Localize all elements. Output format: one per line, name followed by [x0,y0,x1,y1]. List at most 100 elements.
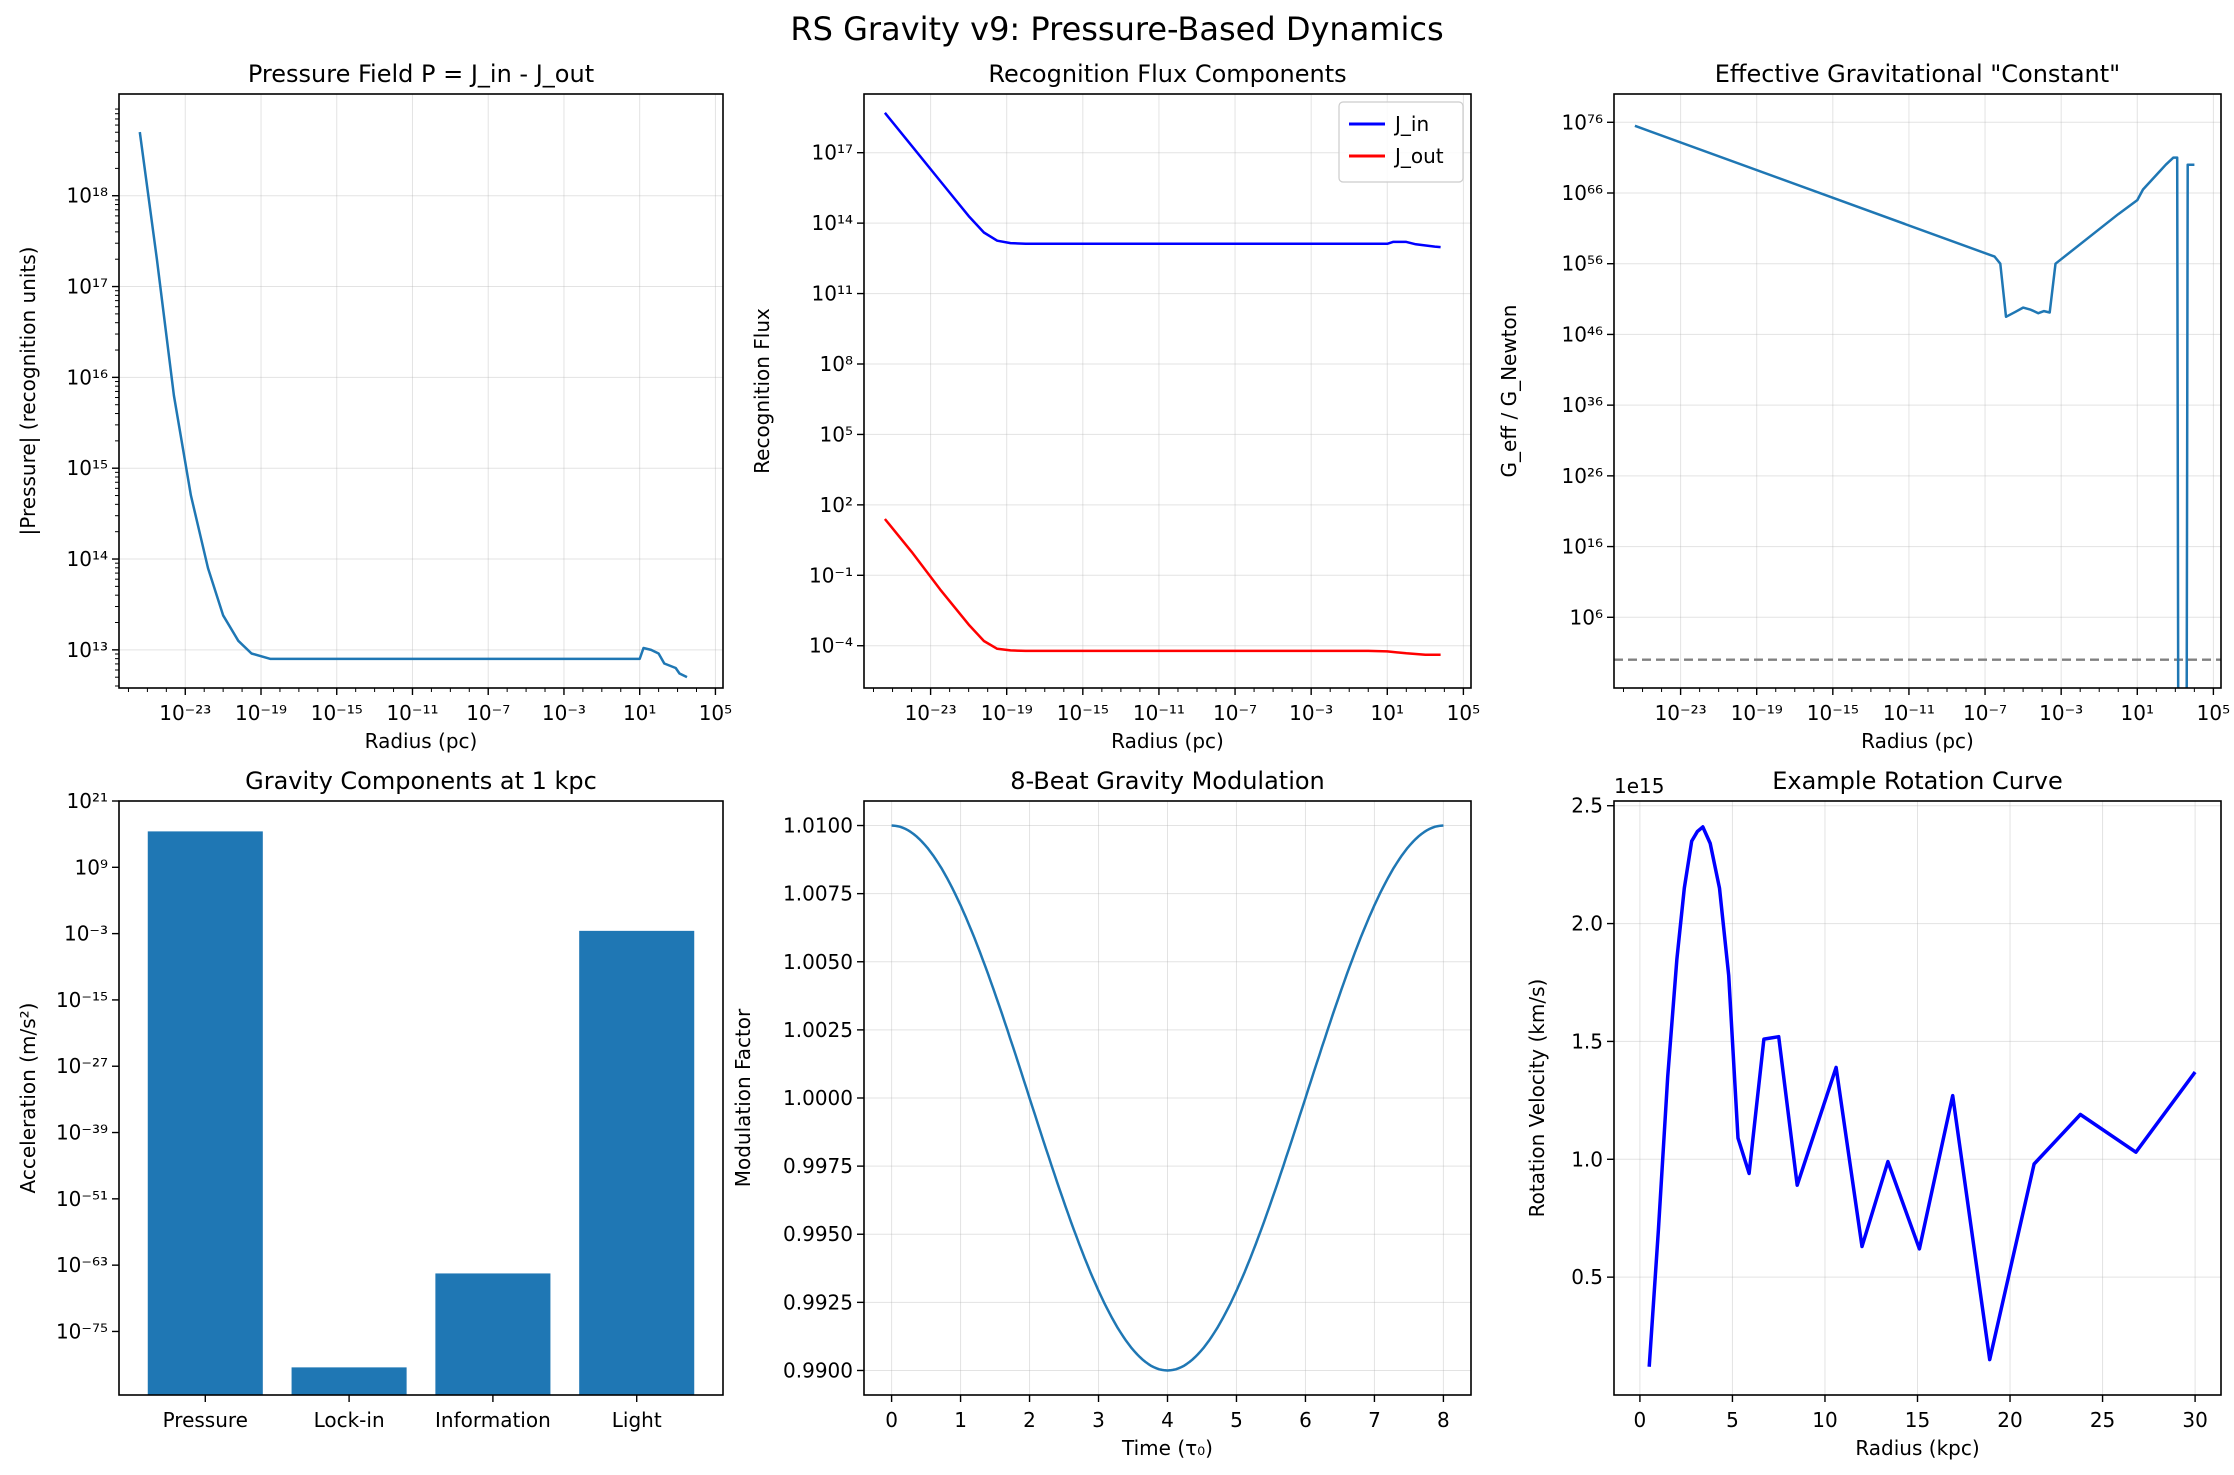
y-tick-label: 10¹¹ [812,282,853,306]
y-tick-label: 0.9925 [783,1290,853,1314]
x-tick-label: 10⁻¹⁹ [235,701,287,725]
y-tick-label: 0.9975 [783,1154,853,1178]
x-tick-label: 10⁻¹⁵ [311,701,363,725]
y-tick-label: 10⁹ [75,855,108,879]
legend-box [1338,101,1464,183]
bar-information [435,1273,551,1395]
y-tick-label: 10¹⁶ [1562,535,1603,559]
chart-flux: 10⁻²³ 10⁻¹⁹ 10⁻¹⁵ 10⁻¹¹ 10⁻⁷ 10⁻³ 10¹ 10⁵ 10⁻⁴ 10… [750,60,1480,753]
y-tick-label: 10⁶ [1570,605,1603,629]
y-tick-label: 1.0025 [783,1018,853,1042]
y-tick-label: 10⁴⁶ [1562,322,1603,346]
x-tick-label: 10⁻¹¹ [386,701,438,725]
y-tick-label: 10⁷⁶ [1562,110,1603,134]
y-tick-label: 10⁻²⁷ [56,1054,108,1078]
x-axis-label: Time (τ₀) [1121,1436,1213,1460]
x-tick-label: 10⁻³ [2039,701,2083,725]
series-line-j_in [883,112,1441,249]
x-tick-label: 10⁻⁷ [1963,701,2007,725]
y-tick-label: 0.9900 [783,1358,853,1382]
x-tick-label: 10⁻²³ [1655,701,1707,725]
x-axis-label: Radius (kpc) [1855,1436,1979,1460]
series-line-j_out [883,518,1441,656]
x-tick-label: 10⁻²³ [159,701,211,725]
y-tick-label: 10⁻⁶³ [56,1253,108,1277]
x-tick-label: 0 [1634,1408,1647,1432]
legend: J_in J_out [1338,101,1464,183]
axes-frame [118,93,724,689]
x-tick-label: 3 [1092,1408,1105,1432]
x-tick-label: 20 [1997,1408,2022,1432]
chart-components: Pressure Lock-in Information Light 10⁻⁷⁵ 10⁻⁶… [16,767,724,1432]
x-axis-label: Radius (pc) [1861,729,1974,753]
x-axis-label: Radius (pc) [1111,729,1224,753]
y-tick-label: 10¹³ [67,638,108,662]
x-tick-label: 10¹ [623,701,656,725]
y-tick-label: 10¹⁶ [67,365,108,389]
y-tick-label: 10¹⁴ [812,211,853,235]
y-tick-label: 10⁻¹ [809,563,853,587]
x-tick-label: 10 [1812,1408,1837,1432]
y-tick-label: 1.0100 [783,814,853,838]
x-tick-label: 10⁻¹⁹ [981,701,1033,725]
bar-lock-in [291,1367,407,1395]
x-tick-label: 10⁵ [699,701,732,725]
x-tick-label: Pressure [163,1408,248,1432]
y-axis-label: Modulation Factor [731,1008,755,1187]
legend-entry: J_out [1393,144,1444,168]
x-tick-label: 10⁵ [1447,701,1480,725]
y-tick-label: 2.0 [1571,912,1603,936]
chart-rotation: 0 5 10 15 20 25 30 0.5 1.0 1.5 2.0 2.5 Example Rotat… [1525,767,2222,1460]
y-axis-label: Rotation Velocity (km/s) [1525,979,1549,1218]
x-tick-label: 10⁻¹¹ [1133,701,1185,725]
y-tick-label: 10⁵ [820,422,853,446]
y-tick-label: 10¹⁵ [67,456,108,480]
x-tick-label: 10¹ [2121,701,2154,725]
chart-title: Pressure Field P = J_in - J_out [248,60,594,88]
y-tick-label: 10¹⁸ [67,184,108,208]
y-tick-label: 10⁻³⁹ [56,1121,108,1145]
x-tick-label: 1 [954,1408,967,1432]
y-tick-label: 10³⁶ [1562,393,1603,417]
series-line [1647,825,2197,1367]
x-tick-label: 8 [1437,1408,1450,1432]
y-tick-label: 10⁻⁴ [809,634,853,658]
y-tick-label: 10¹⁴ [67,547,108,571]
y-tick-label: 10⁻¹⁵ [56,988,108,1012]
figure-title: RS Gravity v9: Pressure-Based Dynamics [790,10,1443,48]
series-line [138,131,688,679]
chart-title: 8-Beat Gravity Modulation [1010,767,1325,795]
x-tick-label: 30 [2182,1408,2207,1432]
x-tick-label: Information [435,1408,551,1432]
x-tick-label: 10⁻³ [542,701,586,725]
axes-frame [118,800,724,1396]
x-tick-label: 5 [1726,1408,1739,1432]
x-tick-label: 10⁻¹⁹ [1731,701,1783,725]
y-tick-label: 10¹⁷ [812,141,853,165]
y-tick-label: 10²⁶ [1562,464,1603,488]
x-tick-label: Light [612,1408,662,1432]
x-tick-label: 7 [1368,1408,1381,1432]
y-tick-label: 1.0050 [783,950,853,974]
series-line [1634,124,2195,688]
x-tick-label: 10⁻¹⁵ [1057,701,1109,725]
x-tick-label: 10¹ [1371,701,1404,725]
x-tick-label: 10⁵ [2197,701,2230,725]
x-tick-label: 10⁻²³ [905,701,957,725]
y-tick-label: 10⁻⁵¹ [56,1187,108,1211]
y-tick-label: 10⁻⁷⁵ [56,1319,108,1343]
chart-title: Example Rotation Curve [1772,767,2063,795]
y-tick-label: 10⁸ [820,352,853,376]
axis-offset-label: 1e15 [1614,774,1664,798]
x-tick-label: 4 [1161,1408,1174,1432]
y-axis-label: Recognition Flux [750,308,774,474]
axes-frame [863,93,1472,689]
x-tick-label: 6 [1299,1408,1312,1432]
x-tick-label: 10⁻¹¹ [1883,701,1935,725]
bar-pressure [147,831,263,1395]
y-tick-label: 1.0075 [783,882,853,906]
y-tick-label: 10⁵⁶ [1562,252,1603,276]
x-tick-label: 10⁻⁷ [466,701,510,725]
legend-entry: J_in [1393,112,1429,136]
